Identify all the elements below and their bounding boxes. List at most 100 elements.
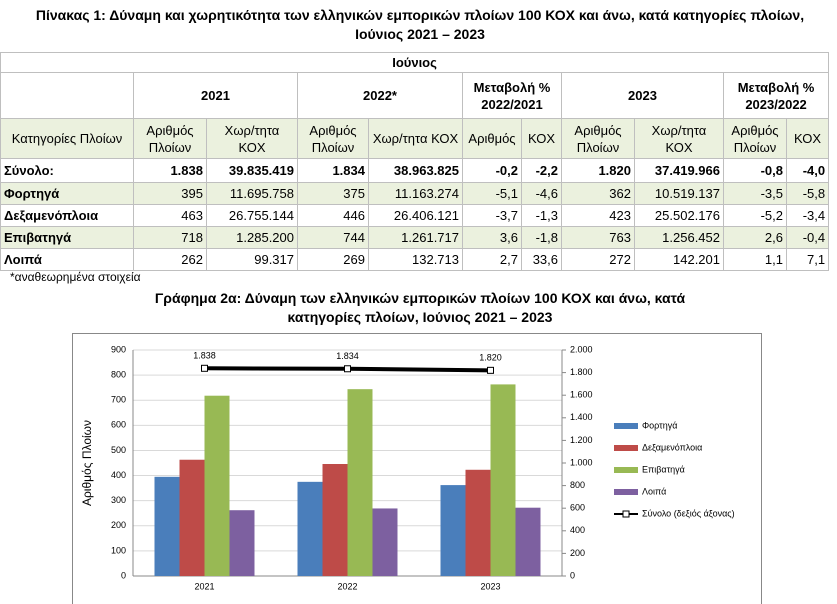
table-cell: 463 — [133, 204, 207, 227]
sub-header: Χωρ/τητα ΚΟΧ — [634, 118, 724, 159]
sub-header: Αριθμός Πλοίων — [297, 118, 369, 159]
legend-label: Φορτηγά — [642, 420, 677, 430]
table-cell: 7,1 — [785, 248, 830, 271]
y2-tick-label: 2.000 — [570, 344, 593, 354]
row-label: Δεξαμενόπλοια — [0, 204, 134, 227]
footnote: *αναθεωρημένα στοιχεία — [10, 270, 141, 284]
table-row: Φορτηγά 395 11.695.758 375 11.163.274 -5,1 -4,… — [0, 182, 830, 205]
table-cell: 39.835.419 — [206, 158, 298, 183]
value-label: 1.820 — [479, 353, 502, 363]
table-cell: 33,6 — [521, 248, 562, 271]
table-cell: 718 — [133, 226, 207, 249]
y2-tick-label: 1.000 — [570, 457, 593, 467]
column-header: 2023 — [561, 72, 724, 119]
table-cell: 3,6 — [462, 226, 522, 249]
table-cell: 744 — [297, 226, 369, 249]
table-cell: 269 — [297, 248, 369, 271]
y2-tick-label: 1.800 — [570, 367, 593, 377]
table-row: Κατηγορίες Πλοίων Αριθμός Πλοίων Χωρ/τητα … — [0, 118, 830, 159]
table-cell: -3,7 — [462, 204, 522, 227]
y-tick-label: 200 — [111, 520, 126, 530]
y-tick-label: 400 — [111, 470, 126, 480]
line-marker — [487, 366, 494, 374]
y2-tick-label: 600 — [570, 503, 585, 513]
bar — [372, 508, 398, 576]
table-cell: -1,8 — [521, 226, 562, 249]
bar — [515, 507, 541, 576]
table-cell: 362 — [561, 182, 635, 205]
chart: 0 100 200 300 400 500 600 700 800 900 0 200 400 600 80… — [72, 333, 762, 604]
table-cell: 1.820 — [561, 158, 635, 183]
empty-cell — [0, 72, 134, 119]
table-cell: 11.695.758 — [206, 182, 298, 205]
table-cell: -0,4 — [785, 226, 830, 249]
line-marker — [344, 365, 351, 373]
y-tick-label: 800 — [111, 369, 126, 379]
bar — [490, 384, 516, 576]
table-cell: 446 — [297, 204, 369, 227]
group-header: Ιούνιος — [0, 52, 830, 73]
table-cell: 375 — [297, 182, 369, 205]
table-cell: -4,0 — [785, 158, 830, 183]
legend-label: Σύνολο (δεξιός άξονας) — [642, 508, 735, 518]
table-cell: -3,5 — [723, 182, 787, 205]
y-tick-label: 500 — [111, 445, 126, 455]
legend-label: Δεξαμενόπλοια — [642, 442, 702, 452]
table-cell: -1,3 — [521, 204, 562, 227]
table-cell: 1.256.452 — [634, 226, 724, 249]
value-label: 1.838 — [193, 351, 216, 361]
table-cell: -0,2 — [462, 158, 522, 183]
table-cell: 26.755.144 — [206, 204, 298, 227]
y-axis-label: Αριθμός Πλοίων — [80, 420, 94, 506]
legend-marker — [622, 510, 630, 518]
table-cell: 272 — [561, 248, 635, 271]
sub-header: Κατηγορίες Πλοίων — [0, 118, 134, 159]
table-cell: 395 — [133, 182, 207, 205]
table-cell: -3,4 — [785, 204, 830, 227]
sub-header: ΚΟΧ — [785, 118, 830, 159]
bar — [154, 476, 180, 576]
table-cell: -2,2 — [521, 158, 562, 183]
sub-header: Αριθμός Πλοίων — [133, 118, 207, 159]
column-header: Μεταβολή % 2022/2021 — [462, 72, 562, 119]
table-cell: 38.963.825 — [368, 158, 463, 183]
bar — [179, 459, 205, 576]
sub-header: Χωρ/τητα ΚΟΧ — [206, 118, 298, 159]
y2-tick-label: 1.600 — [570, 390, 593, 400]
bar — [204, 395, 230, 576]
sub-header: Αριθμός Πλοίων — [723, 118, 787, 159]
column-header: 2022* — [297, 72, 463, 119]
table-row: Δεξαμενόπλοια 463 26.755.144 446 26.406.121-… — [0, 204, 830, 227]
bar — [347, 389, 373, 576]
sub-header: ΚΟΧ — [521, 118, 562, 159]
table-cell: 26.406.121 — [368, 204, 463, 227]
legend-swatch — [614, 423, 638, 429]
column-header: Μεταβολή % 2023/2022 — [722, 72, 830, 119]
table-row: Σύνολο: 1.838 39.835.419 1.834 38.963.825 -0,… — [0, 158, 830, 183]
table-cell: -0,8 — [723, 158, 787, 183]
table-row: Ιούνιος — [0, 52, 830, 73]
y-tick-label: 900 — [111, 344, 126, 354]
x-tick-label: 2021 — [194, 581, 214, 591]
line-marker — [201, 364, 208, 372]
table-cell: 423 — [561, 204, 635, 227]
column-header: 2021 — [133, 72, 298, 119]
legend-swatch — [614, 445, 638, 451]
y-tick-label: 0 — [121, 570, 126, 580]
table-cell: 142.201 — [634, 248, 724, 271]
table-cell: 2,6 — [723, 226, 787, 249]
table-cell: 37.419.966 — [634, 158, 724, 183]
row-label: Επιβατηγά — [0, 226, 134, 249]
y-tick-label: 700 — [111, 395, 126, 405]
sub-header: Αριθμός Πλοίων — [561, 118, 635, 159]
legend-label: Επιβατηγά — [642, 464, 685, 474]
row-label: Λοιπά — [0, 248, 134, 271]
table-cell: 763 — [561, 226, 635, 249]
bar — [297, 481, 323, 576]
table-cell: 99.317 — [206, 248, 298, 271]
table-cell: -5,2 — [723, 204, 787, 227]
bar — [322, 464, 348, 576]
bar — [465, 469, 491, 576]
legend-label: Λοιπά — [642, 486, 666, 496]
